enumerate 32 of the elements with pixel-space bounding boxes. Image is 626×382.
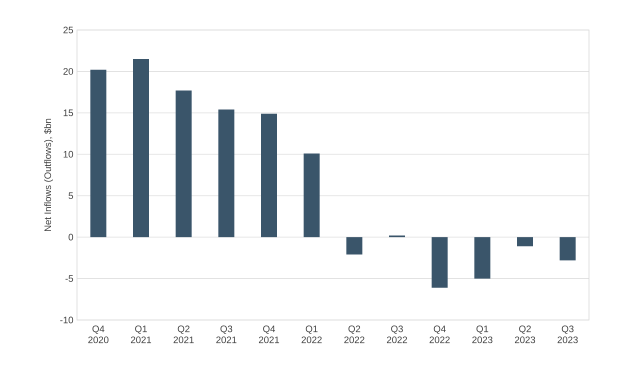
y-tick-label: 25 bbox=[63, 26, 74, 34]
x-tick-label: Q2 2021 bbox=[174, 326, 194, 344]
x-tick-label: Q4 2021 bbox=[258, 326, 280, 344]
bar bbox=[474, 237, 490, 279]
x-tick-label: Q1 2023 bbox=[472, 326, 492, 344]
bar bbox=[304, 153, 320, 238]
bar bbox=[517, 237, 534, 246]
y-tick-label: 5 bbox=[68, 192, 74, 200]
y-tick-label: 15 bbox=[64, 110, 74, 116]
bar bbox=[346, 237, 362, 255]
x-tick-label: Q4 2020 bbox=[88, 326, 108, 344]
bar bbox=[432, 237, 448, 288]
y-tick-label: -5 bbox=[65, 275, 74, 282]
x-tick-label: Q2 2023 bbox=[514, 326, 536, 344]
y-axis-title: Net Inflows (Outflows), $bn bbox=[44, 118, 53, 232]
y-tick-label: -10 bbox=[60, 316, 74, 324]
bar bbox=[218, 110, 234, 238]
bar bbox=[176, 90, 192, 238]
y-tick-label: 20 bbox=[63, 68, 74, 75]
x-tick-label: Q2 2022 bbox=[344, 326, 364, 344]
x-tick-label: Q1 2021 bbox=[130, 326, 152, 344]
y-tick-label: 10 bbox=[64, 150, 74, 158]
bar bbox=[560, 237, 576, 260]
x-tick-label: Q3 2023 bbox=[558, 326, 578, 344]
x-tick-label: Q3 2021 bbox=[216, 326, 236, 344]
bar bbox=[261, 114, 277, 238]
bar bbox=[90, 70, 106, 238]
bar bbox=[133, 59, 149, 238]
y-tick-label: 0 bbox=[68, 234, 74, 240]
x-tick-label: Q1 2022 bbox=[302, 326, 322, 344]
x-tick-label: Q4 2022 bbox=[430, 326, 450, 344]
x-tick-label: Q3 2022 bbox=[386, 326, 408, 344]
